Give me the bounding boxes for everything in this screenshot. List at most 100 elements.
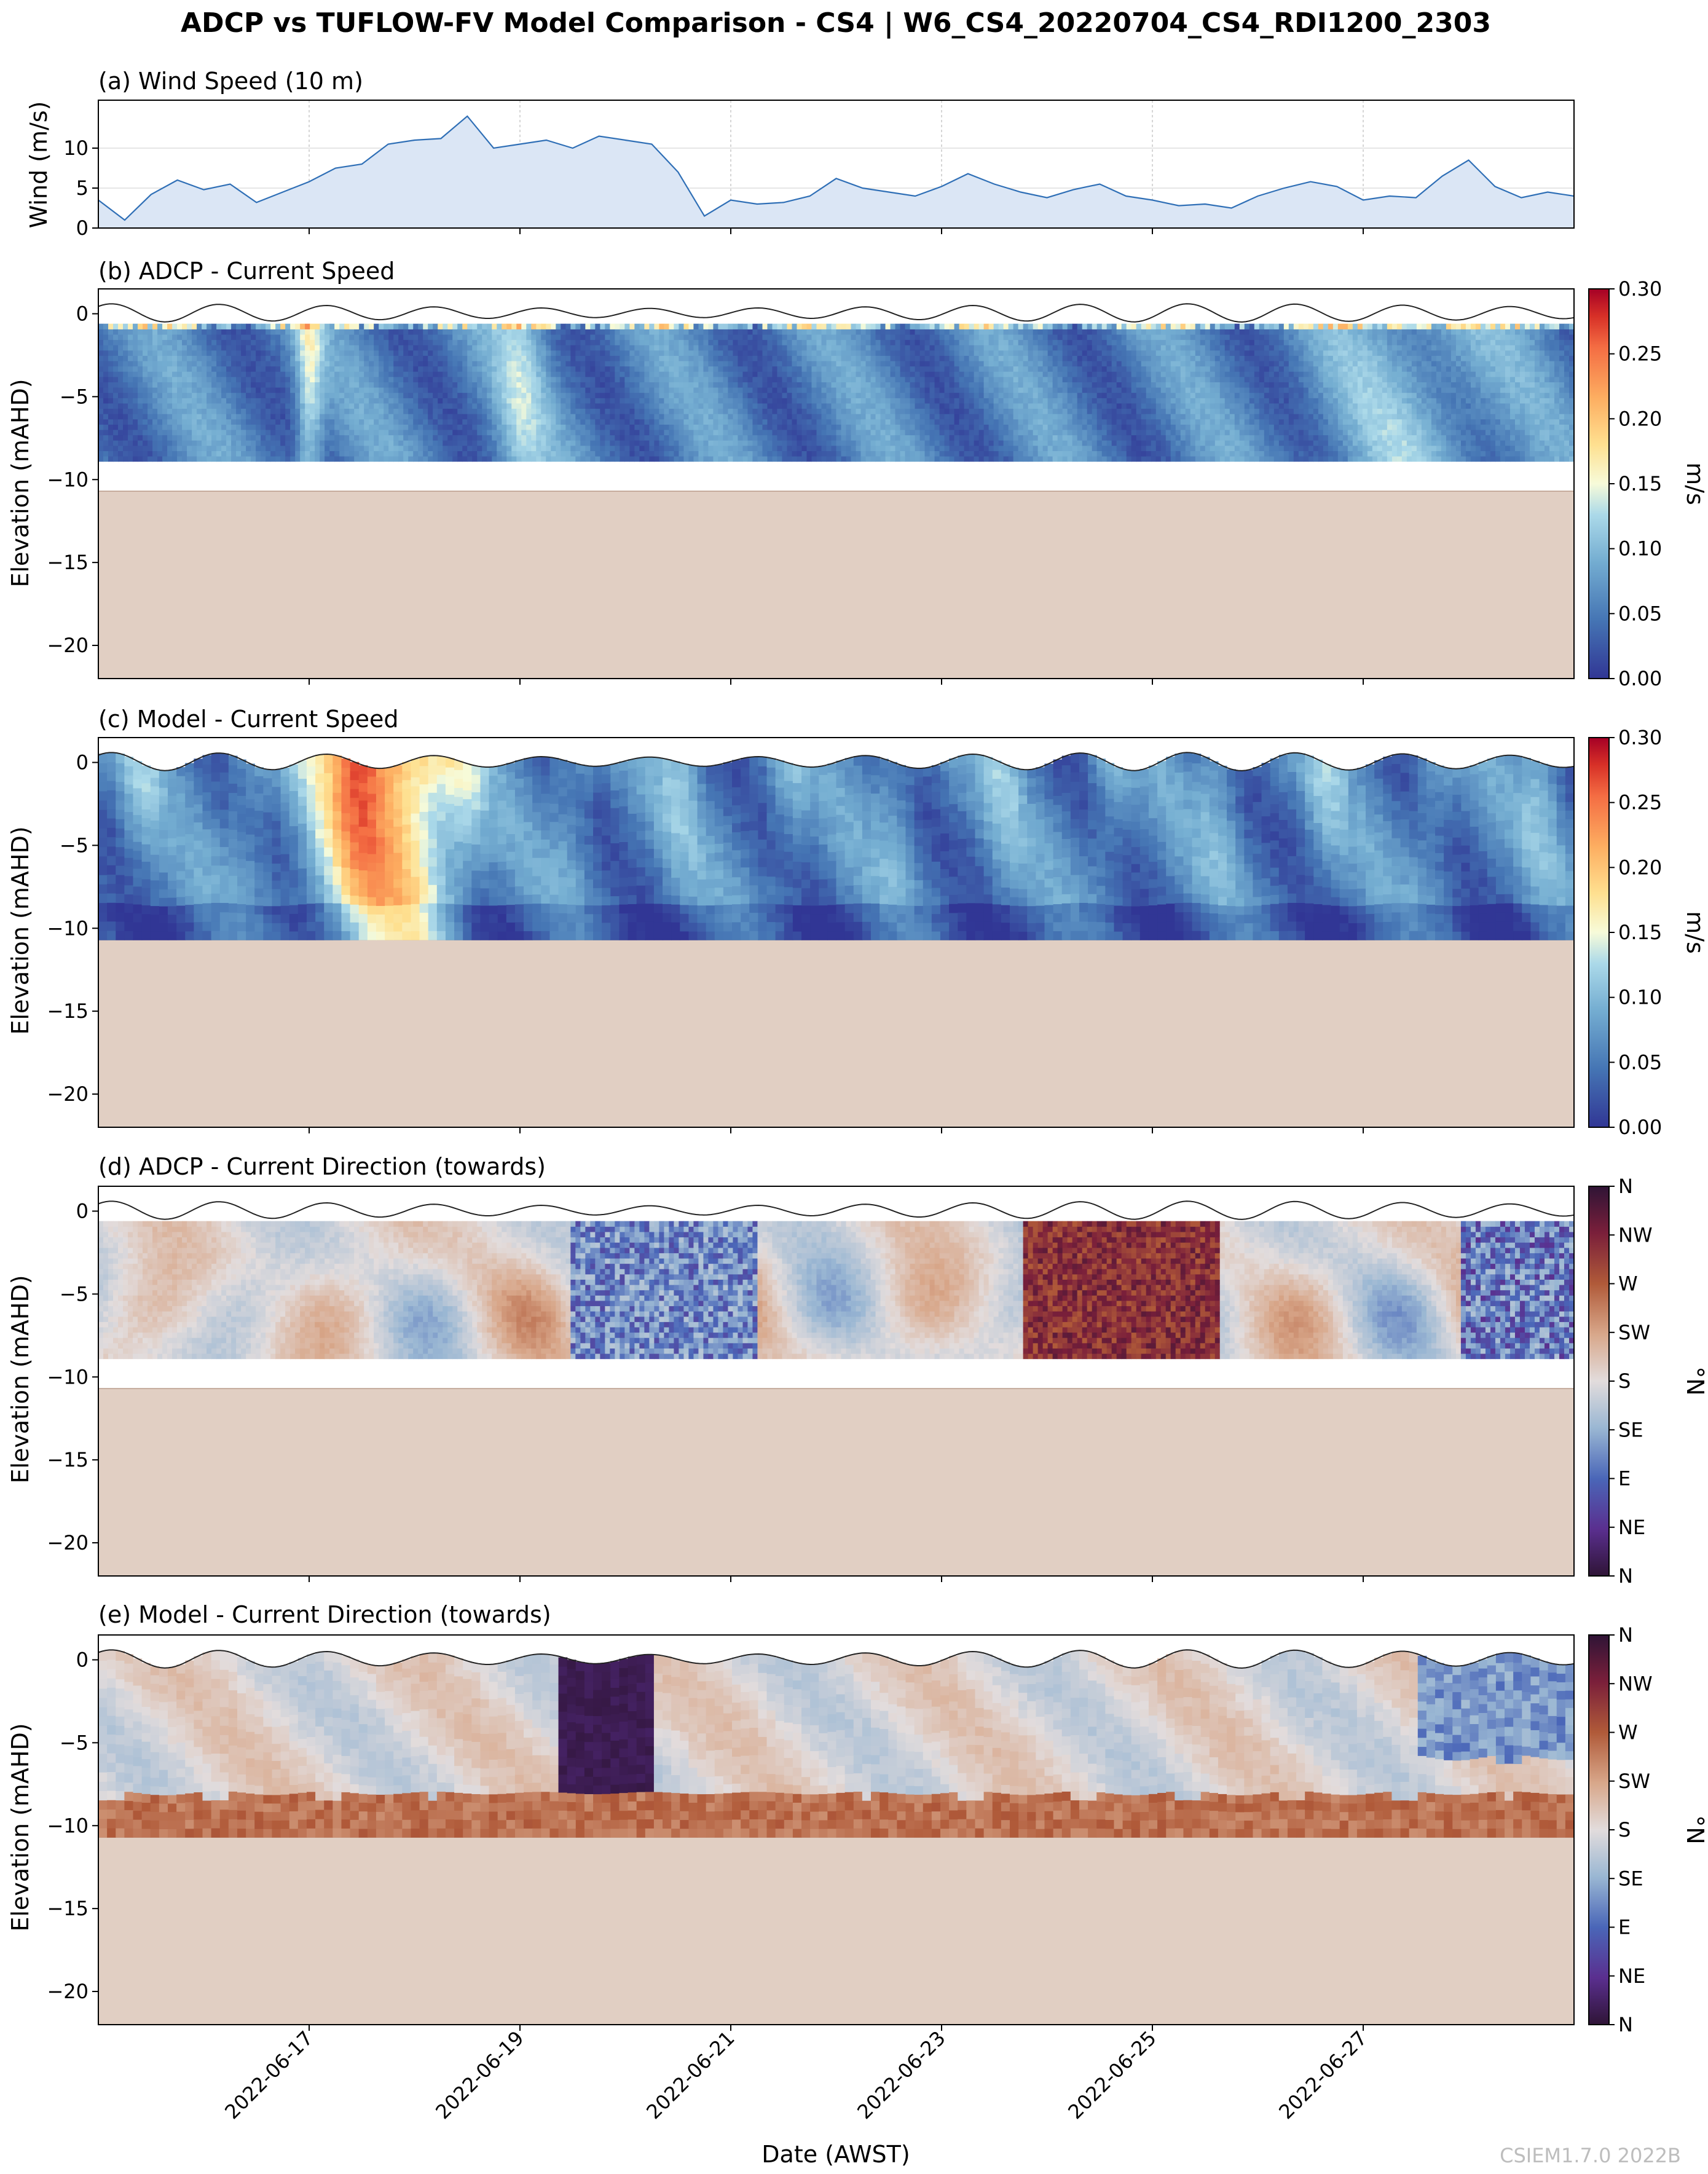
heat-cell [152,371,158,377]
heat-cell [639,408,645,414]
heat-cell [305,408,310,414]
heat-cell [698,445,704,451]
heat-cell [826,360,832,367]
heat-cell [177,435,183,441]
heat-cell [742,429,749,436]
heat-cell [767,451,773,457]
heat-cell [683,345,689,351]
heat-cell [300,429,305,436]
heat-cell [521,355,527,361]
heat-cell [266,398,271,404]
heat-cell [880,345,886,351]
heat-cell [438,440,443,446]
heat-cell [305,451,310,457]
heat-cell [226,429,232,436]
heat-cell [379,451,384,457]
heat-cell [413,451,419,457]
heat-cell [698,334,704,341]
heat-cell [733,323,739,329]
heat-cell [713,355,719,361]
heat-cell [541,424,546,430]
heat-cell [816,455,822,462]
heat-cell [610,360,615,367]
heat-cell [988,387,994,393]
heat-cell [526,445,532,451]
heat-cell [846,424,852,430]
heat-cell [526,323,532,329]
heat-cell [900,366,906,372]
heat-cell [713,382,719,388]
heat-cell [398,403,404,409]
heat-cell [600,376,605,382]
heat-cell [718,440,724,446]
heat-cell [280,334,286,341]
heat-cell [359,355,364,361]
heat-cell [738,414,744,420]
heat-cell [290,382,296,388]
heat-cell [241,376,246,382]
heat-cell [600,323,605,329]
heat-cell [506,329,512,335]
heat-cell [944,350,950,356]
heat-cell [570,371,576,377]
heat-cell [300,408,305,414]
heat-cell [172,360,178,367]
heat-cell [934,382,940,388]
heat-cell [315,424,320,430]
heat-cell [841,339,847,345]
heat-cell [561,403,566,409]
heat-cell [565,419,571,425]
heat-cell [162,329,168,335]
heat-cell [954,334,960,341]
heat-cell [266,334,271,341]
heat-cell [457,355,463,361]
heat-cell [733,334,739,341]
heat-cell [511,323,517,329]
heat-cell [708,455,714,462]
heat-cell [216,424,222,430]
heat-cell [152,398,158,404]
heat-cell [919,455,926,462]
heat-cell [841,414,847,420]
heat-cell [418,355,423,361]
heat-cell [413,445,419,451]
heat-cell [354,398,360,404]
heat-cell [457,392,463,398]
heat-cell [108,419,114,425]
heat-cell [388,334,394,341]
heat-cell [364,440,369,446]
heat-cell [516,387,522,393]
heat-cell [325,355,330,361]
heat-cell [98,366,104,372]
heat-cell [865,408,872,414]
heat-cell [452,451,458,457]
heat-cell [310,334,315,341]
heat-cell [182,392,187,398]
heat-cell [890,329,896,335]
heat-cell [118,350,124,356]
heat-cell [443,408,448,414]
heat-cell [506,440,512,446]
heat-cell [113,435,119,441]
heat-cell [988,329,994,335]
heat-cell [865,435,872,441]
heat-cell [128,355,133,361]
heat-cell [688,424,694,430]
heat-cell [880,366,886,372]
heat-cell [767,350,773,356]
heat-cell [915,424,921,430]
heat-cell [467,403,473,409]
heat-cell [541,371,546,377]
heat-cell [836,414,842,420]
heat-cell [374,429,379,436]
heat-cell [880,408,886,414]
heat-cell [231,360,237,367]
heat-cell [290,435,296,441]
heat-cell [143,435,148,441]
heat-cell [846,440,852,446]
heat-cell [600,451,605,457]
heat-cell [182,451,187,457]
heat-cell [865,323,872,329]
heat-cell [811,371,817,377]
heat-cell [369,419,374,425]
